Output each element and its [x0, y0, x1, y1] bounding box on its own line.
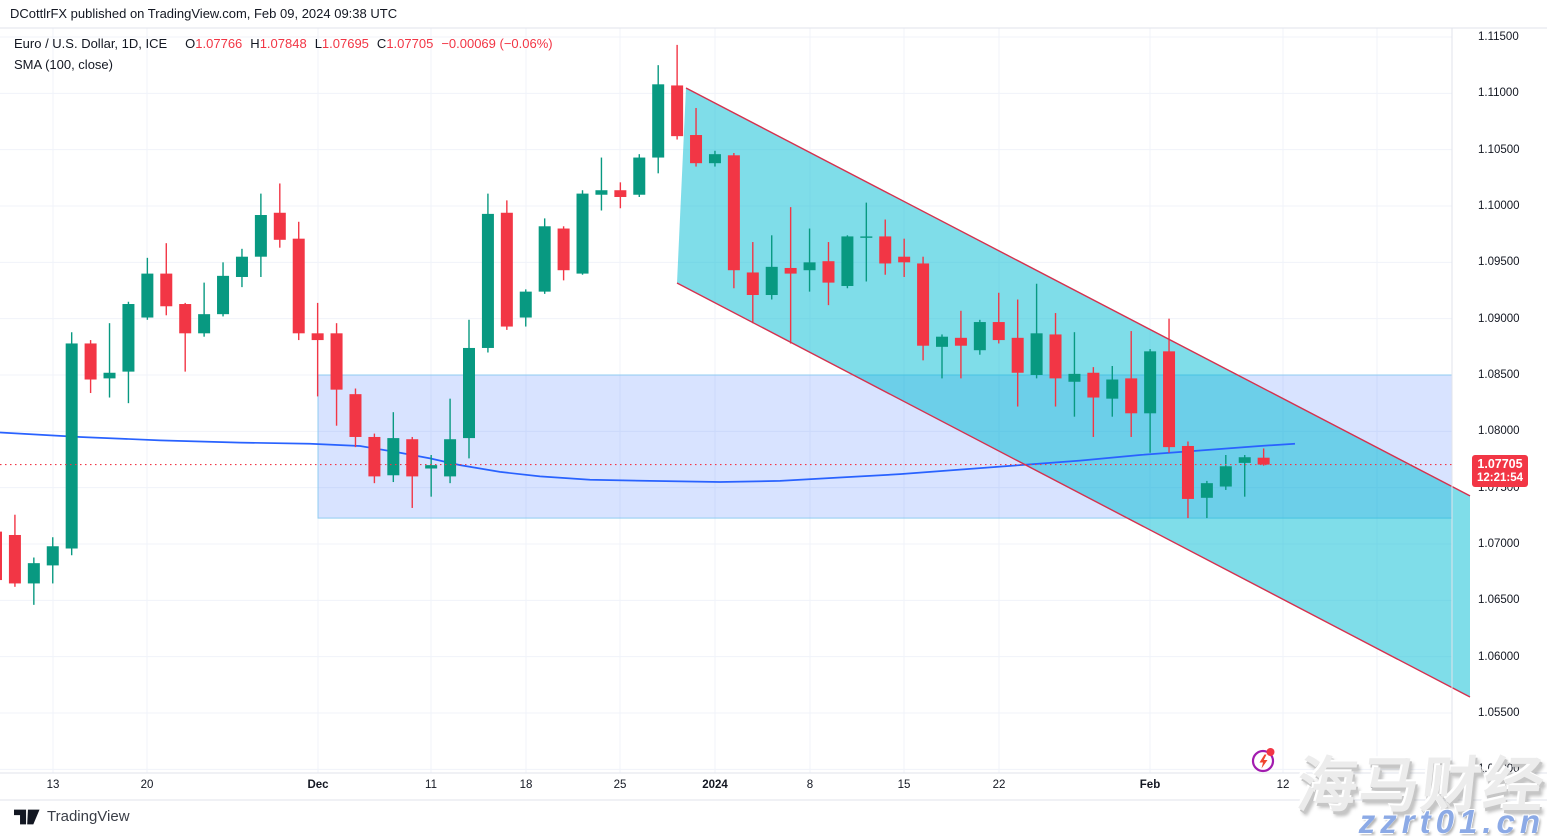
- low-value: 1.07695: [321, 36, 369, 51]
- price-axis-label: 1.11000: [1478, 87, 1519, 100]
- open-value: 1.07766: [195, 36, 243, 51]
- symbol-title: Euro / U.S. Dollar, 1D, ICE: [14, 36, 168, 51]
- time-axis-label: 15: [897, 779, 911, 791]
- price-axis-label: 1.10000: [1478, 200, 1520, 212]
- low-label: L: [314, 36, 322, 51]
- price-axis-label: 1.11500: [1478, 31, 1519, 43]
- tradingview-logo[interactable]: TradingView: [14, 808, 130, 825]
- close-value: 1.07705: [386, 36, 434, 51]
- last-price-label: 1.07705 12:21:54: [1472, 455, 1528, 487]
- price-axis-label: 1.06000: [1478, 650, 1520, 663]
- price-axis-label: 1.06500: [1478, 594, 1520, 607]
- time-axis-label: Feb: [1139, 779, 1161, 791]
- last-price-value: 1.07705: [1477, 457, 1523, 471]
- close-label: C: [376, 36, 387, 51]
- tradingview-mark-icon: [14, 809, 40, 824]
- indicator-legend-row[interactable]: SMA (100, close): [14, 57, 113, 72]
- open-label: O: [185, 36, 196, 51]
- price-axis-label: 1.05000: [1478, 763, 1520, 776]
- symbol-legend-row[interactable]: Euro / U.S. Dollar, 1D, ICE O1.07766 H1.07…: [14, 36, 553, 51]
- price-axis-label: 1.07000: [1478, 538, 1520, 550]
- time-axis-label: 22: [992, 779, 1006, 791]
- descending-channel: [677, 88, 1470, 698]
- price-axis-label: 1.10500: [1478, 143, 1520, 156]
- time-axis-label: 11: [425, 779, 437, 791]
- chart-legend: Euro / U.S. Dollar, 1D, ICE O1.07766 H1.07…: [14, 36, 553, 72]
- high-value: 1.07848: [259, 36, 307, 51]
- time-axis-label: 20: [140, 779, 154, 791]
- time-axis-label: 13: [46, 779, 60, 791]
- watermark-url: zzrt01.cn: [1358, 803, 1545, 836]
- publish-header: DCottlrFX published on TradingView.com, …: [10, 6, 398, 21]
- price-axis-label: 1.09000: [1478, 312, 1520, 325]
- tradingview-logo-text: TradingView: [47, 808, 130, 825]
- price-axis-label: 1.05500: [1478, 707, 1520, 719]
- bar-countdown: 12:21:54: [1476, 471, 1524, 484]
- high-label: H: [250, 36, 260, 51]
- change-value: −0.00069 (−0.06%): [441, 36, 553, 51]
- time-axis-label: 25: [613, 779, 627, 791]
- price-axis-label: 1.09500: [1478, 256, 1520, 269]
- candles-layer: [0, 44, 1270, 605]
- reactions-lightning-icon[interactable]: [1246, 743, 1282, 779]
- price-axis-label: 1.08000: [1478, 425, 1520, 438]
- time-axis-label: 18: [519, 779, 533, 791]
- time-axis-label: 2024: [702, 779, 728, 791]
- time-axis-label: 19: [1370, 779, 1384, 791]
- time-axis-label: Dec: [307, 779, 329, 791]
- time-axis-label: 12: [1276, 779, 1290, 791]
- sma-line: [0, 431, 1296, 483]
- price-axis-label: 1.08500: [1478, 369, 1520, 381]
- time-axis-label: 8: [806, 779, 814, 791]
